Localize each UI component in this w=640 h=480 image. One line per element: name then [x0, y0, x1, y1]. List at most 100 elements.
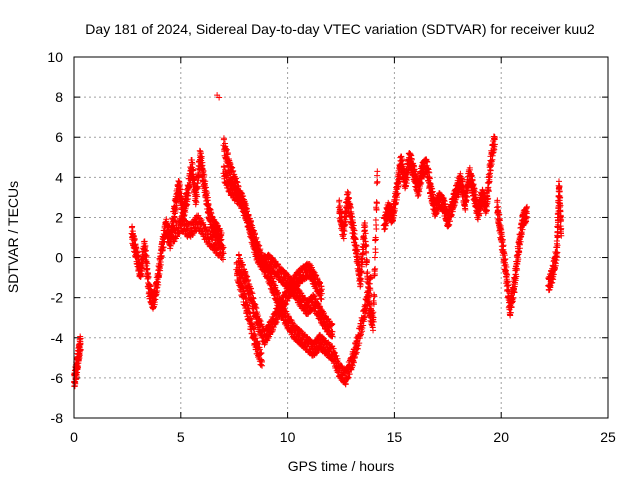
data-point [516, 248, 522, 254]
data-point [366, 302, 373, 309]
y-tick-label: 6 [55, 129, 63, 145]
x-tick-label: 15 [387, 429, 403, 445]
data-point [200, 171, 207, 178]
data-point [374, 168, 381, 175]
data-point [363, 242, 370, 249]
data-point [240, 193, 247, 200]
data-point [511, 289, 518, 296]
data-point [362, 238, 369, 245]
data-point [241, 290, 248, 297]
data-point [312, 271, 319, 278]
data-point [514, 267, 521, 274]
data-point [142, 247, 149, 254]
data-point [167, 245, 174, 252]
data-point [350, 227, 357, 234]
data-point [252, 335, 259, 342]
data-point [348, 213, 355, 220]
y-tick-label: 0 [55, 250, 63, 266]
data-point [271, 292, 278, 299]
y-tick-label: -6 [51, 370, 64, 386]
data-point [248, 285, 255, 292]
data-point [371, 293, 378, 300]
data-point [393, 199, 400, 206]
data-point [417, 181, 424, 188]
data-point [250, 332, 257, 339]
data-point [220, 136, 227, 143]
data-point [188, 159, 195, 166]
data-point [486, 174, 493, 181]
data-point [504, 282, 511, 289]
data-point [502, 256, 509, 263]
data-point [555, 178, 562, 185]
data-point [248, 316, 255, 323]
data-point [524, 203, 531, 210]
data-point [253, 305, 260, 312]
data-point [227, 160, 234, 167]
data-point [358, 263, 365, 270]
data-point [360, 234, 367, 241]
data-point [240, 284, 247, 291]
data-point [235, 252, 242, 259]
data-point [194, 193, 201, 200]
data-point [252, 304, 259, 311]
data-point [556, 183, 563, 190]
data-point [233, 260, 240, 267]
data-point [361, 227, 368, 234]
data-point [468, 173, 475, 180]
data-point [340, 231, 347, 238]
data-point [190, 167, 197, 174]
data-point [554, 242, 561, 249]
data-point [335, 359, 342, 366]
data-point [358, 270, 365, 277]
data-point [310, 275, 317, 282]
data-point [557, 202, 564, 209]
data-point [341, 228, 348, 235]
data-point [229, 164, 236, 171]
data-point [244, 212, 251, 219]
data-point [494, 199, 501, 206]
data-point [258, 349, 265, 356]
data-point [362, 248, 369, 255]
data-point [318, 290, 325, 297]
data-point [241, 209, 248, 216]
data-point [183, 202, 190, 209]
data-point [338, 214, 345, 221]
data-point [503, 264, 510, 271]
data-points [71, 92, 565, 390]
y-tick-label: 4 [55, 169, 63, 185]
data-point [251, 238, 258, 245]
data-point [310, 268, 317, 275]
chart-title: Day 181 of 2024, Sidereal Day-to-day VTE… [85, 21, 595, 37]
x-tick-label: 20 [493, 429, 509, 445]
data-point [151, 299, 158, 306]
data-point [516, 241, 523, 248]
data-point [191, 180, 198, 187]
data-point [370, 299, 377, 306]
data-point [424, 159, 431, 166]
data-point [394, 190, 401, 197]
x-tick-label: 5 [177, 429, 185, 445]
data-point [133, 244, 140, 251]
data-point [233, 175, 240, 182]
data-point [411, 168, 418, 175]
data-point [219, 256, 226, 263]
data-point [336, 198, 343, 205]
data-point [374, 200, 381, 207]
data-point [128, 224, 135, 231]
data-point [176, 178, 183, 185]
data-point [251, 326, 258, 333]
data-point [491, 141, 498, 148]
data-point [153, 285, 160, 292]
data-point [245, 305, 252, 312]
data-point [184, 198, 191, 205]
data-point [345, 374, 352, 381]
data-point [204, 190, 211, 197]
data-point [364, 276, 371, 283]
data-point [237, 275, 244, 282]
data-point [250, 237, 257, 244]
data-point [372, 217, 379, 224]
data-point [446, 218, 453, 225]
data-point [498, 229, 505, 236]
data-point [245, 212, 252, 219]
data-point [255, 313, 262, 320]
